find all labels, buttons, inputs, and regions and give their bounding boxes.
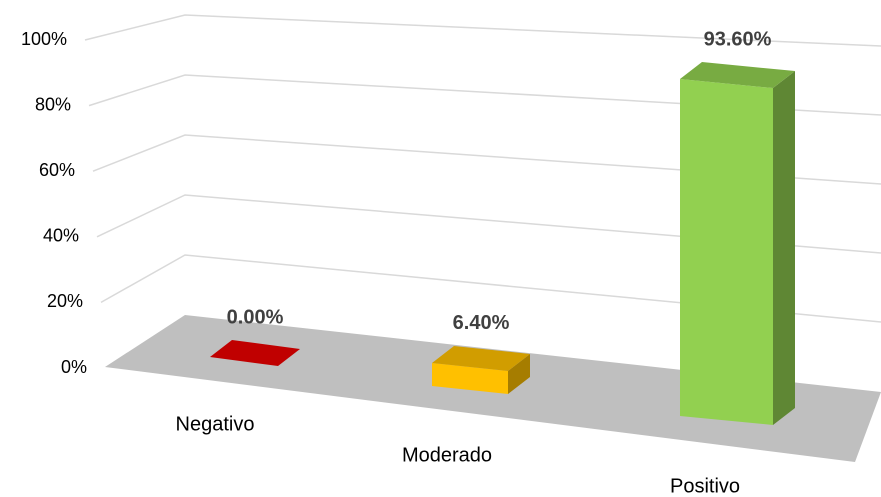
x-tick-label: Moderado <box>402 444 492 466</box>
bar-side <box>773 71 795 425</box>
grid-line <box>100 254 881 323</box>
grid-line <box>92 134 881 185</box>
y-tick-label: 80% <box>35 94 71 114</box>
x-tick-label: Positivo <box>670 475 740 497</box>
y-tick-label: 40% <box>43 226 79 246</box>
bar-top <box>210 340 300 366</box>
y-tick-label: 100% <box>21 29 67 49</box>
bar-top <box>680 62 795 89</box>
value-label: 0.00% <box>227 306 284 328</box>
y-tick-label: 20% <box>47 291 83 311</box>
bar-side <box>508 353 530 394</box>
grid-line <box>88 74 881 116</box>
bar-top <box>432 345 530 371</box>
y-tick-label: 0% <box>61 357 87 377</box>
bar-front <box>432 362 508 394</box>
bar-front <box>680 79 773 425</box>
value-label: 6.40% <box>453 312 510 334</box>
grid-line <box>84 14 881 47</box>
y-tick-label: 60% <box>39 160 75 180</box>
value-label: 93.60% <box>704 28 772 50</box>
grid-line <box>96 194 881 254</box>
x-tick-label: Negativo <box>176 413 255 435</box>
